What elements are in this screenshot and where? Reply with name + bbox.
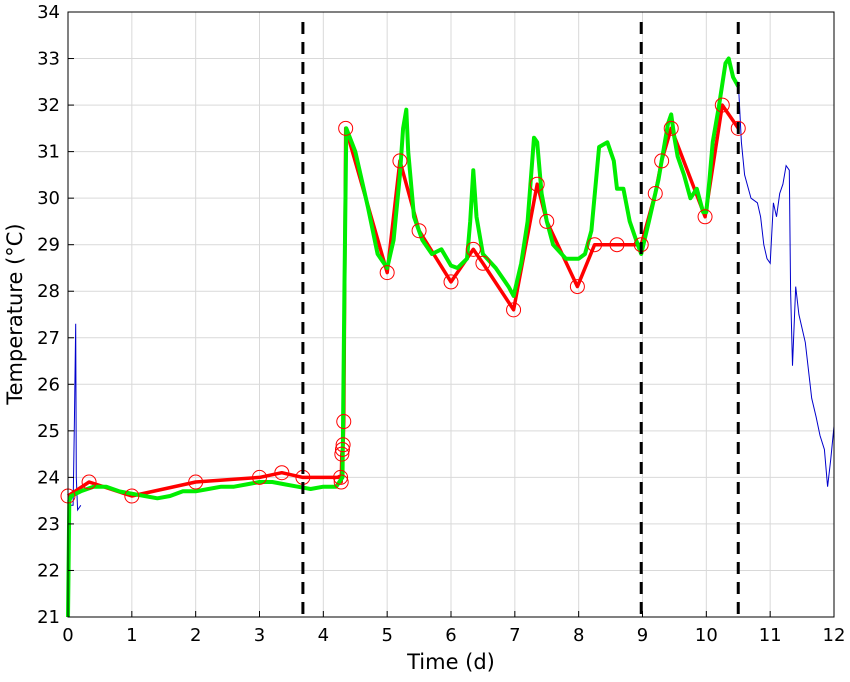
red-series-marker [475,255,491,271]
red-series-marker [334,441,350,457]
x-tick-label: 11 [759,625,782,646]
y-tick-label: 28 [37,281,60,302]
green-series-line [66,56,741,618]
y-tick-label: 29 [37,235,60,256]
y-tick-label: 26 [37,374,60,395]
y-tick-label: 25 [37,421,60,442]
x-tick-label: 0 [62,625,73,646]
red-series-marker [411,223,427,239]
x-tick-label: 12 [823,625,846,646]
y-tick-label: 33 [37,49,60,70]
x-axis-title: Time (d) [406,650,495,674]
x-tick-label: 7 [509,625,520,646]
red-series-marker [647,186,663,201]
red-series-marker [379,265,395,281]
red-series-marker [465,241,481,257]
red-series-marker [333,474,349,490]
red-series-marker [539,213,555,229]
red-series-marker [335,437,351,453]
x-tick-label: 5 [381,625,392,646]
x-tick-label: 10 [695,625,718,646]
y-tick-label: 27 [37,328,60,349]
red-series-marker [338,120,354,136]
x-tick-label: 8 [573,625,584,646]
y-axis-title: Temperature (°C) [3,223,27,405]
x-tick-label: 9 [637,625,648,646]
red-series-marker [654,153,670,169]
x-tick-label: 6 [445,625,456,646]
ticks: 0 1 2 3 4 5 6 7 8 9 10 11 12212223242526272829303132… [37,2,845,646]
red-series-marker [587,237,603,253]
red-series-marker [252,469,267,485]
x-tick-label: 4 [318,625,329,646]
red-series-marker [334,446,350,462]
red-series-marker [697,209,713,225]
red-series-marker [569,279,585,295]
red-series-marker [392,153,408,169]
red-series-marker [124,488,140,504]
y-tick-label: 21 [37,607,60,628]
x-tick-label: 3 [254,625,265,646]
y-tick-label: 31 [37,142,60,163]
blue-series-line [737,81,835,487]
red-series-marker [336,414,352,430]
grid [67,11,835,618]
y-tick-label: 24 [37,467,60,488]
red-series-marker [188,474,204,490]
y-tick-label: 34 [37,2,60,23]
y-tick-label: 30 [37,188,60,209]
red-series-marker [443,274,459,290]
red-series-marker [333,469,349,485]
blue-series-line [68,323,82,512]
red-series-marker [81,474,97,490]
y-tick-label: 32 [37,95,60,116]
red-series-marker [730,120,746,136]
y-tick-label: 23 [37,514,60,535]
red-series-marker [529,176,545,192]
x-tick-label: 2 [190,625,201,646]
series-layer [60,56,835,618]
red-series-marker [714,97,730,113]
y-tick-label: 22 [37,560,60,581]
x-tick-label: 1 [126,625,137,646]
red-series-marker [663,120,679,136]
red-series-marker [274,465,290,481]
red-series-marker [506,302,522,318]
red-series-marker [609,237,625,253]
